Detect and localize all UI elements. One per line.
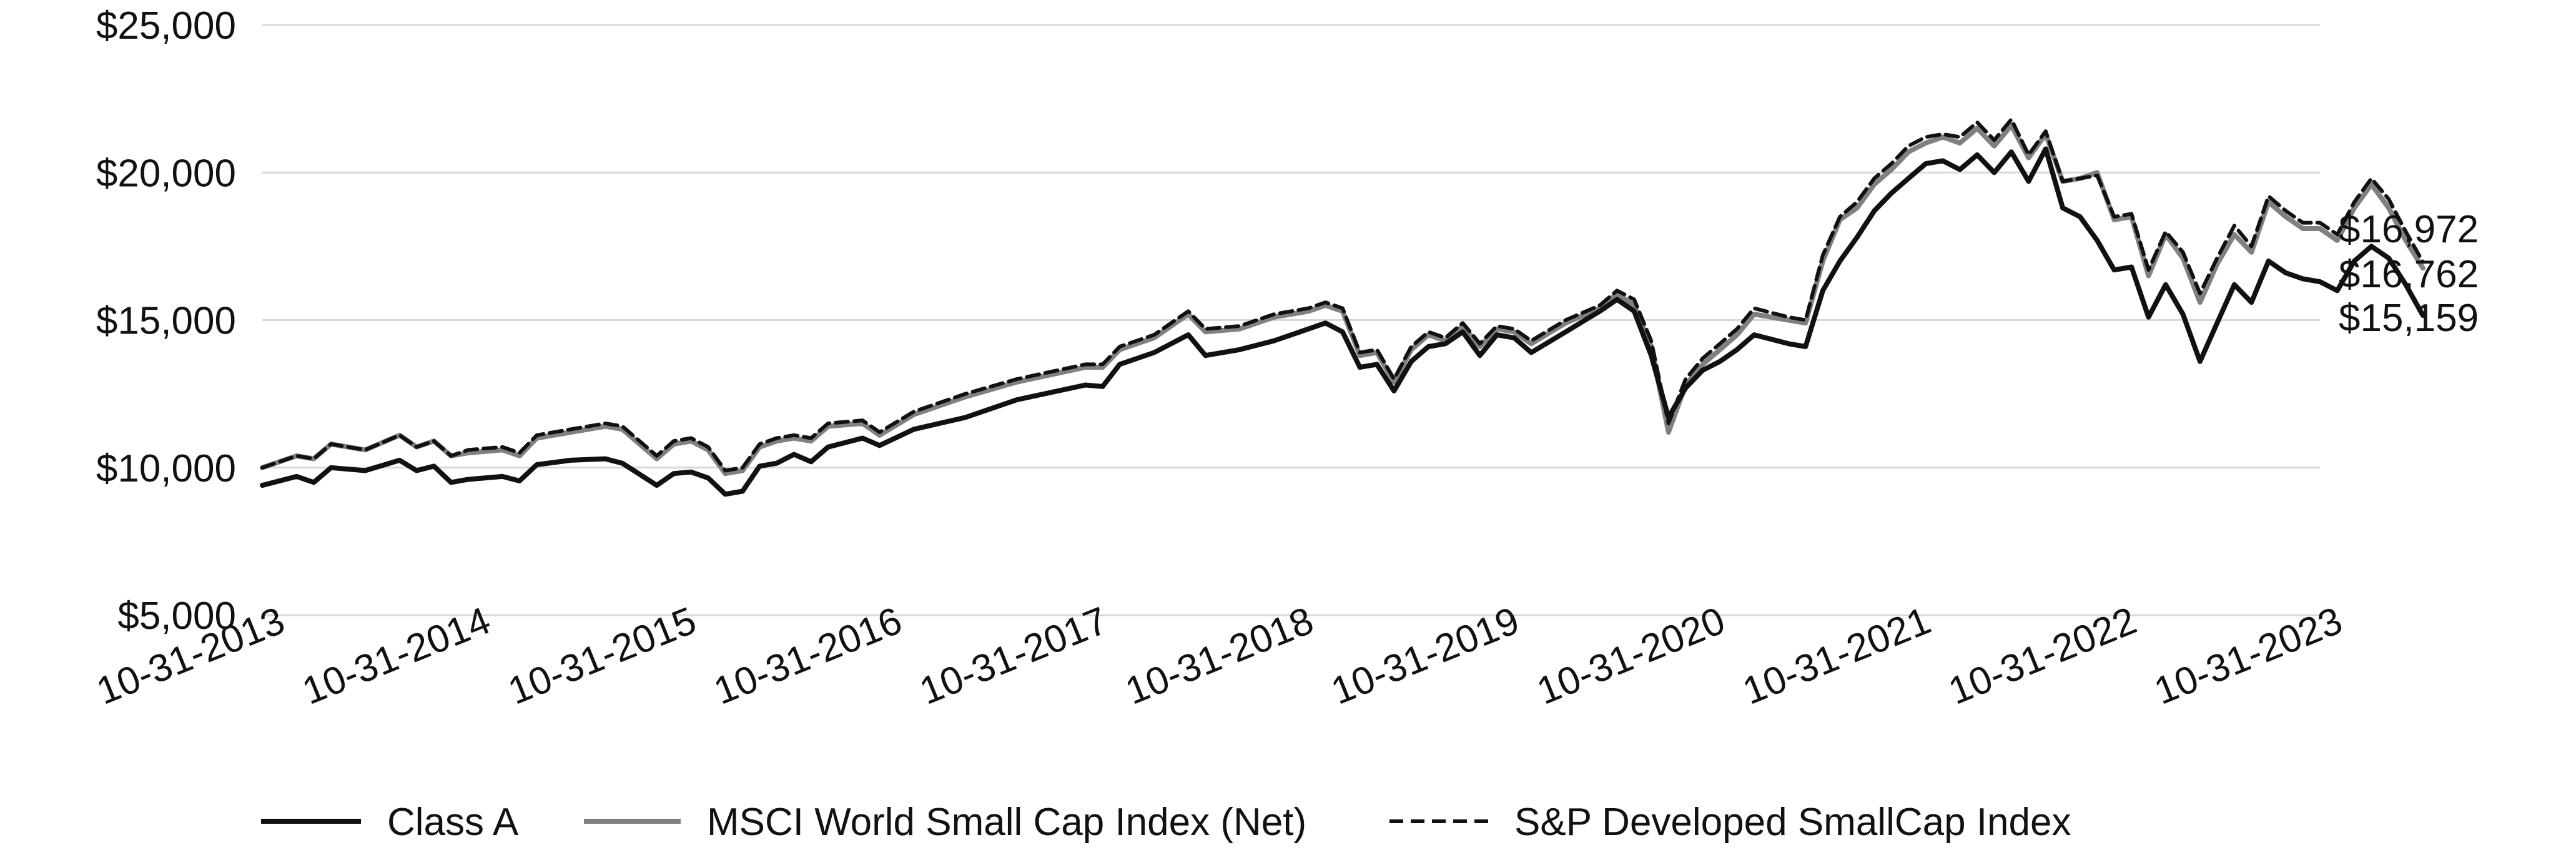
legend: Class A MSCI World Small Cap Index (Net)… [261,801,2071,844]
series-line-sp-developed-smallcap [260,117,2425,473]
legend-item-class-a: Class A [261,801,519,844]
y-tick-label: $5,000 [117,595,236,638]
legend-item-sp-developed-smallcap: S&P Developed SmallCap Index [1389,801,2071,844]
y-tick-label: $25,000 [96,4,236,47]
end-label-class-a: $15,159 [2339,297,2479,340]
legend-label-class-a: Class A [387,801,519,844]
legend-label-msci-world-small-cap: MSCI World Small Cap Index (Net) [707,801,1306,844]
y-tick-label: $15,000 [96,300,236,343]
y-tick-label: $10,000 [96,447,236,490]
legend-label-sp-developed-smallcap: S&P Developed SmallCap Index [1514,801,2071,844]
series-line-class-a [260,146,2425,497]
end-label-msci-world-small-cap: $16,762 [2339,253,2479,296]
end-label-sp-developed-smallcap: $16,972 [2339,208,2479,251]
series-lines [260,117,2425,497]
y-tick-label: $20,000 [96,152,236,195]
gridlines [262,24,2320,616]
end-value-labels: $16,972$16,762$15,159 [2339,208,2479,340]
legend-item-msci-world-small-cap: MSCI World Small Cap Index (Net) [584,801,1306,844]
y-axis-tick-labels: $5,000 $10,000 $15,000 $20,000 $25,000 [96,4,236,638]
